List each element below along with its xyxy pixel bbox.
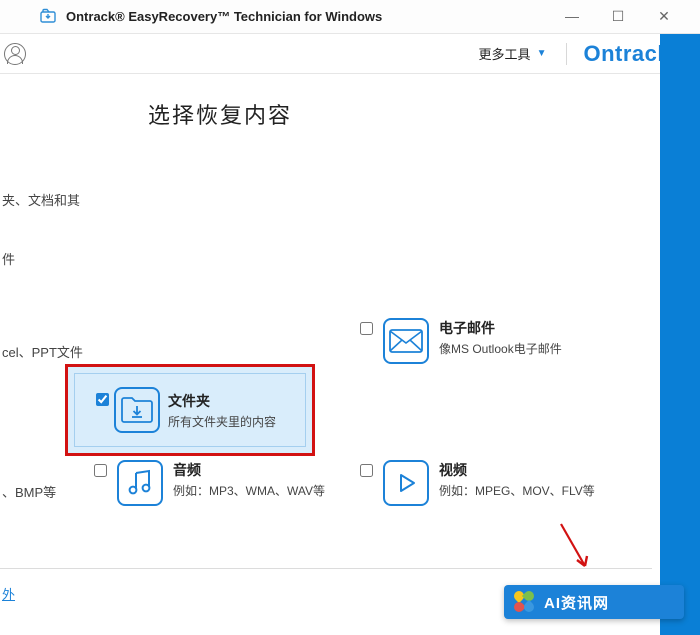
option-email-checkbox[interactable]: [360, 322, 373, 335]
header-bar: 更多工具 ▼ Ontrack®: [0, 34, 700, 74]
music-note-icon: [117, 460, 163, 506]
option-audio-title: 音频: [173, 460, 325, 480]
footer-link-fragment[interactable]: 外: [2, 584, 15, 603]
option-video-title: 视频: [439, 460, 595, 480]
envelope-icon: [383, 318, 429, 364]
window-close-button[interactable]: ✕: [650, 8, 678, 25]
option-folder-title: 文件夹: [168, 391, 276, 411]
watermark-badge: AI资讯网: [504, 585, 684, 619]
main-area: 选择恢复内容 夹、文档和其 件 cel、PPT文件 、BMP等 文件夹 所有文件…: [0, 74, 700, 268]
row1-desc-fragment: cel、PPT文件: [2, 342, 83, 361]
option-folder[interactable]: 文件夹 所有文件夹里的内容: [65, 364, 315, 456]
window-maximize-button[interactable]: ☐: [604, 8, 632, 25]
watermark-text: AI资讯网: [544, 592, 609, 613]
option-video[interactable]: 视频 例如：MPEG、MOV、FLV等: [360, 460, 595, 506]
folder-download-icon: [114, 387, 160, 433]
option-audio-checkbox[interactable]: [94, 464, 107, 477]
option-email-desc: 像MS Outlook电子邮件: [439, 340, 562, 357]
header-divider: [566, 43, 567, 65]
window-minimize-button[interactable]: —: [558, 8, 586, 25]
window-titlebar: Ontrack® EasyRecovery™ Technician for Wi…: [0, 0, 700, 34]
play-icon: [383, 460, 429, 506]
option-email[interactable]: 电子邮件 像MS Outlook电子邮件: [360, 318, 562, 364]
app-icon: [40, 8, 56, 24]
option-audio-desc: 例如：MP3、WMA、WAV等: [173, 482, 325, 499]
more-tools-menu[interactable]: 更多工具: [479, 44, 531, 63]
user-avatar-icon[interactable]: [4, 43, 26, 65]
page-title: 选择恢复内容: [148, 98, 700, 130]
section-label-fragment: 件: [2, 249, 700, 268]
option-video-desc: 例如：MPEG、MOV、FLV等: [439, 482, 595, 499]
hint-text-fragment: 夹、文档和其: [2, 190, 700, 209]
annotation-arrow: [555, 520, 595, 580]
footer-divider: [0, 568, 652, 569]
option-email-title: 电子邮件: [439, 318, 562, 338]
option-video-checkbox[interactable]: [360, 464, 373, 477]
option-audio[interactable]: 音频 例如：MP3、WMA、WAV等: [94, 460, 325, 506]
watermark-flower-icon: [514, 591, 536, 613]
option-folder-desc: 所有文件夹里的内容: [168, 413, 276, 430]
window-title: Ontrack® EasyRecovery™ Technician for Wi…: [66, 9, 382, 24]
row2-desc-fragment: 、BMP等: [2, 482, 56, 501]
option-folder-checkbox[interactable]: [96, 393, 109, 406]
chevron-down-icon: ▼: [537, 48, 547, 59]
